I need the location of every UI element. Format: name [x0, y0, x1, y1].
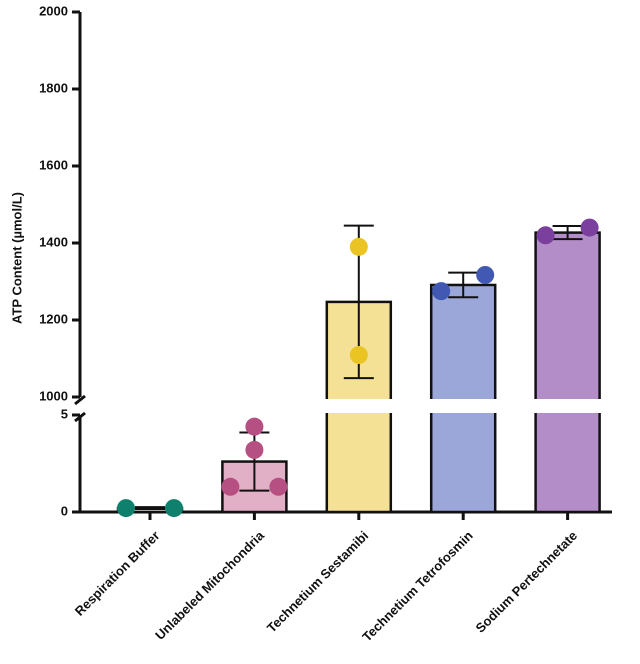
data-point	[536, 226, 555, 245]
data-point	[432, 282, 451, 301]
data-point	[349, 237, 368, 256]
y-tick-label: 5	[61, 406, 68, 421]
x-tick-label: Technetium Tetrofosmin	[359, 528, 476, 645]
y-tick-label: 1000	[39, 388, 68, 403]
x-tick-label: Respiration Buffer	[72, 528, 163, 619]
x-tick-label: Sodium Pertechnetate	[472, 528, 580, 636]
data-point	[245, 440, 264, 459]
axis-break	[74, 411, 86, 423]
y-axis-label: ATP Content (µmol/L)	[9, 192, 24, 324]
y-tick-label: 1400	[39, 234, 68, 249]
y-tick-label: 1200	[39, 311, 68, 326]
data-point	[476, 265, 495, 284]
bar-break-gap	[323, 399, 394, 413]
error-bar	[135, 506, 165, 511]
bar	[429, 283, 497, 514]
data-point	[349, 346, 368, 365]
data-point	[269, 477, 288, 496]
bar-break-gap	[532, 399, 603, 413]
error-bar	[448, 271, 479, 299]
x-tick-label: Technetium Sestamibi	[264, 528, 371, 635]
data-point	[221, 477, 240, 496]
y-tick-label: 0	[61, 503, 68, 518]
y-tick-label: 1800	[39, 80, 68, 95]
data-point	[165, 499, 183, 518]
data-point	[245, 417, 264, 436]
x-tick-label: Unlabeled Mitochondria	[152, 527, 267, 642]
bar-break-gap	[428, 399, 499, 413]
error-bar	[552, 225, 583, 241]
axis-break	[74, 394, 86, 406]
y-tick-label: 2000	[39, 3, 68, 18]
bar	[534, 231, 601, 514]
y-tick-label: 1600	[39, 157, 68, 172]
data-point	[580, 218, 599, 237]
data-point	[117, 499, 135, 518]
